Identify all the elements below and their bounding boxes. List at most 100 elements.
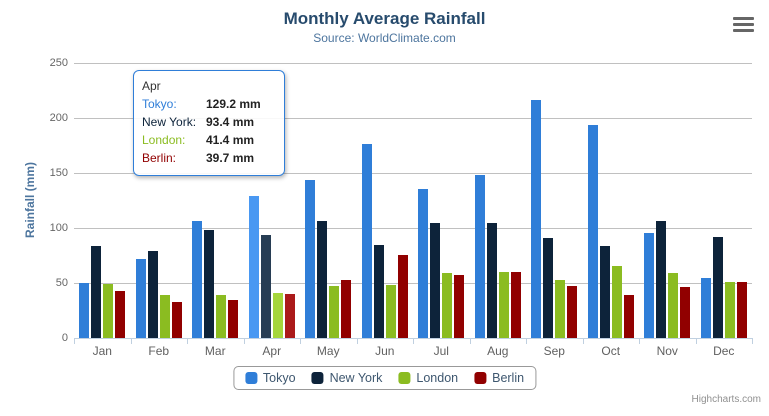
bar-london-jul[interactable] — [442, 273, 453, 338]
bar-london-dec[interactable] — [724, 281, 735, 338]
bar-tokyo-oct[interactable] — [587, 124, 598, 338]
tooltip-series-value: 39.7 mm — [206, 151, 255, 165]
bar-london-feb[interactable] — [159, 295, 170, 338]
bar-london-apr[interactable] — [272, 292, 283, 338]
hamburger-icon — [733, 17, 754, 20]
x-axis-label-aug: Aug — [487, 344, 509, 358]
x-axis-tick — [356, 338, 358, 344]
legend: Tokyo New York London Berlin — [232, 366, 537, 390]
legend-item-tokyo[interactable]: Tokyo — [244, 371, 296, 385]
bar-tokyo-nov[interactable] — [644, 232, 655, 338]
tooltip-series-value: 41.4 mm — [206, 133, 255, 147]
bar-new-york-jul[interactable] — [430, 222, 441, 338]
x-axis-label-jun: Jun — [375, 344, 395, 358]
bar-london-jun[interactable] — [385, 284, 396, 338]
x-axis-tick — [469, 338, 471, 344]
bar-group-apr — [248, 63, 295, 338]
bar-new-york-mar[interactable] — [204, 229, 215, 338]
x-axis-label-may: May — [316, 344, 340, 358]
bar-new-york-feb[interactable] — [147, 251, 158, 338]
bar-tokyo-may[interactable] — [305, 179, 316, 338]
bar-tokyo-dec[interactable] — [700, 278, 711, 338]
bar-berlin-mar[interactable] — [228, 300, 239, 338]
tooltip-series-label: Berlin: — [142, 151, 177, 165]
bar-group-jul — [418, 63, 465, 338]
hamburger-icon — [733, 29, 754, 32]
x-axis-label-jul: Jul — [433, 344, 449, 358]
bar-tokyo-mar[interactable] — [192, 221, 203, 338]
bar-berlin-feb[interactable] — [171, 301, 182, 338]
legend-item-new-york[interactable]: New York — [311, 371, 383, 385]
bar-london-jan[interactable] — [103, 284, 114, 338]
bar-group-mar — [192, 63, 239, 338]
bar-group-sep — [531, 63, 578, 338]
bar-london-oct[interactable] — [611, 266, 622, 338]
gridline — [74, 228, 752, 229]
x-axis-tick — [243, 338, 245, 344]
tooltip-row-new-york-: New York: 93.4 mm — [142, 113, 276, 131]
bar-berlin-aug[interactable] — [510, 271, 521, 338]
tooltip-category-header: Apr — [142, 79, 161, 93]
bar-group-jun — [361, 63, 408, 338]
bar-london-sep[interactable] — [555, 280, 566, 338]
bar-berlin-jun[interactable] — [397, 255, 408, 338]
bar-berlin-may[interactable] — [341, 280, 352, 338]
bar-new-york-nov[interactable] — [656, 220, 667, 338]
bar-new-york-oct[interactable] — [599, 246, 610, 338]
bar-new-york-dec[interactable] — [712, 236, 723, 338]
x-axis-tick — [695, 338, 697, 344]
bar-group-jan — [79, 63, 126, 338]
legend-item-label: New York — [329, 371, 383, 385]
bar-new-york-jan[interactable] — [91, 246, 102, 338]
y-axis-tick-label: 100 — [49, 222, 68, 234]
x-axis-tick — [187, 338, 188, 344]
bar-tokyo-feb[interactable] — [135, 259, 146, 338]
bar-new-york-aug[interactable] — [486, 223, 497, 338]
x-axis-line — [74, 338, 752, 339]
bar-london-mar[interactable] — [216, 294, 227, 338]
bar-new-york-apr[interactable] — [260, 235, 271, 338]
bar-berlin-jul[interactable] — [454, 274, 465, 338]
bar-new-york-sep[interactable] — [543, 237, 554, 338]
y-axis-tick-label: 250 — [49, 57, 68, 69]
x-axis-label-mar: Mar — [204, 344, 226, 358]
chart-subtitle: Source: WorldClimate.com — [313, 31, 456, 45]
legend-swatch-icon — [244, 372, 257, 384]
x-axis-tick — [752, 338, 753, 344]
highcharts-credit-link[interactable]: Highcharts.com — [691, 394, 761, 405]
bar-group-dec — [700, 63, 747, 338]
bar-berlin-nov[interactable] — [680, 286, 691, 338]
bar-tokyo-jan[interactable] — [79, 283, 90, 338]
bar-tokyo-aug[interactable] — [474, 174, 485, 338]
x-axis-label-dec: Dec — [713, 344, 735, 358]
legend-swatch-icon — [474, 372, 487, 384]
bar-tokyo-jun[interactable] — [361, 144, 372, 338]
chart-title: Monthly Average Rainfall — [283, 9, 486, 28]
bar-berlin-apr[interactable] — [284, 294, 295, 338]
bar-london-nov[interactable] — [668, 272, 679, 338]
bar-tokyo-jul[interactable] — [418, 188, 429, 338]
export-menu-button[interactable] — [733, 17, 754, 32]
tooltip-series-value: 129.2 mm — [206, 97, 261, 111]
bar-group-may — [305, 63, 352, 338]
bar-london-may[interactable] — [329, 286, 340, 338]
bar-berlin-dec[interactable] — [736, 281, 747, 338]
legend-item-london[interactable]: London — [398, 371, 458, 385]
legend-item-berlin[interactable]: Berlin — [474, 371, 524, 385]
bar-tokyo-sep[interactable] — [531, 100, 542, 338]
y-axis-tick-label: 50 — [55, 277, 68, 289]
bar-berlin-sep[interactable] — [567, 285, 578, 338]
bar-tokyo-apr[interactable] — [248, 195, 259, 338]
x-axis-tick — [74, 338, 75, 344]
x-axis-label-oct: Oct — [601, 344, 621, 358]
x-axis-label-nov: Nov — [656, 344, 678, 358]
legend-item-label: Tokyo — [262, 371, 296, 385]
bar-new-york-may[interactable] — [317, 221, 328, 338]
bar-new-york-jun[interactable] — [373, 245, 384, 338]
bar-berlin-oct[interactable] — [623, 295, 634, 338]
bar-london-aug[interactable] — [498, 272, 509, 338]
x-axis-label-apr: Apr — [262, 344, 282, 358]
gridline — [74, 118, 752, 119]
x-axis-label-sep: Sep — [543, 344, 565, 358]
bar-berlin-jan[interactable] — [115, 291, 126, 338]
